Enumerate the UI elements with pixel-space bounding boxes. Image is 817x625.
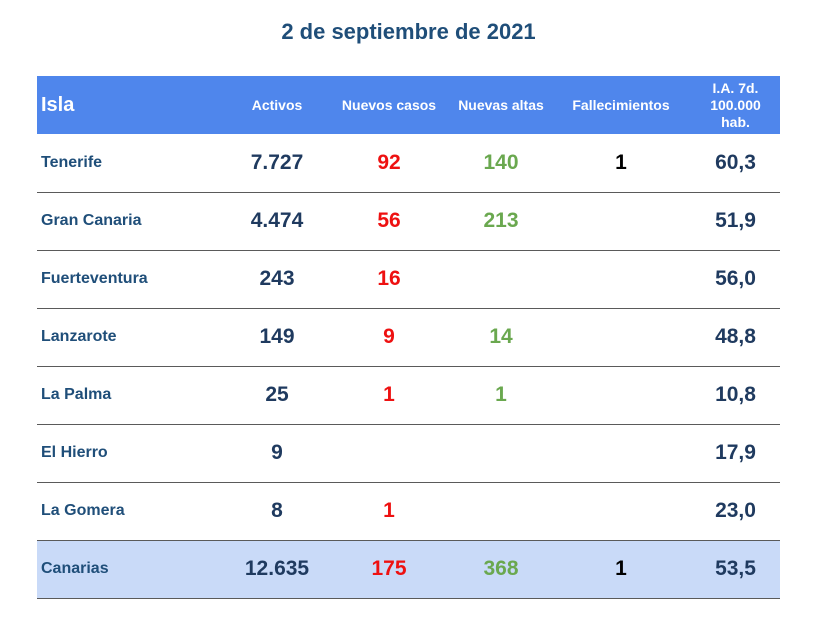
cell-activos: 8 [271,499,283,522]
cell-fallecimientos [551,424,691,482]
cell-nuevos: 9 [383,325,395,348]
cell-fallecimientos [551,482,691,540]
cell-nuevos [327,424,451,482]
cell-fallecimientos [551,366,691,424]
table-row: Gran Canaria 4.474 56 213 51,9 [37,192,780,250]
header-ia-line3: hab. [721,113,750,130]
table-row: El Hierro 9 17,9 [37,424,780,482]
header-row: Isla Activos Nuevos casos Nuevas altas F… [37,76,780,134]
table-row: Tenerife 7.727 92 140 1 60,3 [37,134,780,192]
header-fallecimientos: Fallecimientos [572,96,670,113]
cell-isla: Gran Canaria [41,212,142,229]
table-row: La Gomera 8 1 23,0 [37,482,780,540]
cell-ia: 23,0 [715,499,756,522]
cell-ia: 56,0 [715,267,756,290]
cell-activos: 243 [259,267,295,290]
cell-isla: La Palma [41,386,112,403]
cell-altas [451,482,551,540]
cell-fallecimientos [551,192,691,250]
cell-ia-total: 53,5 [715,557,756,580]
cell-activos: 9 [271,441,283,464]
table-row: La Palma 25 1 1 10,8 [37,366,780,424]
cell-fallecimientos [551,250,691,308]
header-nuevos-casos: Nuevos casos [341,96,437,113]
cell-altas [451,424,551,482]
cell-fallecimientos: 1 [615,150,627,174]
cell-nuevos: 56 [377,209,401,232]
cell-isla: Tenerife [41,153,103,171]
cell-altas: 140 [483,150,519,174]
cell-altas-total: 368 [483,557,519,580]
cell-isla-total: Canarias [41,560,109,577]
cell-ia: 17,9 [715,441,756,464]
table-header: Isla Activos Nuevos casos Nuevas altas F… [37,76,780,134]
cell-fallecimientos [551,308,691,366]
table-row: Fuerteventura 243 16 56,0 [37,250,780,308]
cell-altas: 213 [483,209,519,232]
page-title: 2 de septiembre de 2021 [281,19,536,44]
cell-fallecimientos-total: 1 [615,557,627,580]
table-body: Tenerife 7.727 92 140 1 60,3 Gran Canari… [37,134,780,598]
header-ia-line1: I.A. 7d. [712,79,759,96]
cell-activos: 25 [265,383,289,406]
cell-ia: 10,8 [715,383,756,406]
covid-islands-table: Isla Activos Nuevos casos Nuevas altas F… [37,76,780,599]
cell-nuevos: 92 [377,150,401,174]
cell-altas [451,250,551,308]
total-row: Canarias 12.635 175 368 1 53,5 [37,540,780,598]
cell-activos: 7.727 [250,150,304,174]
cell-altas: 1 [495,383,507,406]
header-isla: Isla [41,93,75,116]
header-ia: I.A. 7d. 100.000 hab. [691,76,780,134]
cell-isla: Lanzarote [41,328,117,345]
table-row: Lanzarote 149 9 14 48,8 [37,308,780,366]
cell-altas: 14 [489,325,513,348]
cell-activos: 4.474 [250,209,304,232]
cell-ia: 48,8 [715,325,756,348]
header-activos: Activos [251,96,303,113]
cell-isla: El Hierro [41,444,108,461]
header-ia-line2: 100.000 [710,96,761,113]
cell-ia: 51,9 [715,209,756,232]
cell-activos: 149 [259,325,295,348]
cell-ia: 60,3 [715,150,756,174]
header-nuevas-altas: Nuevas altas [458,96,544,113]
cell-isla: La Gomera [41,502,125,519]
cell-isla: Fuerteventura [41,270,148,287]
cell-activos-total: 12.635 [244,557,310,580]
cell-nuevos: 16 [377,267,401,290]
cell-nuevos-total: 175 [371,557,407,580]
cell-nuevos: 1 [383,499,395,522]
cell-nuevos: 1 [383,383,395,406]
